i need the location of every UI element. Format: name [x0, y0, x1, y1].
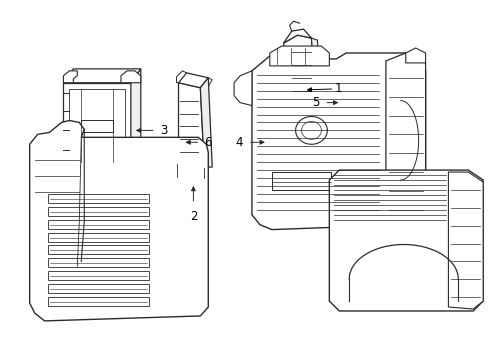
- Polygon shape: [121, 71, 141, 83]
- Polygon shape: [311, 38, 321, 100]
- Polygon shape: [283, 35, 315, 103]
- Polygon shape: [328, 170, 482, 311]
- Text: 2: 2: [189, 210, 197, 223]
- Polygon shape: [63, 83, 131, 168]
- Polygon shape: [176, 71, 186, 83]
- Polygon shape: [63, 160, 69, 168]
- Polygon shape: [63, 71, 77, 83]
- Polygon shape: [174, 162, 208, 182]
- Polygon shape: [269, 46, 328, 66]
- Text: 3: 3: [161, 124, 168, 137]
- Polygon shape: [131, 69, 141, 168]
- Polygon shape: [63, 69, 141, 83]
- Polygon shape: [81, 121, 113, 132]
- Text: 6: 6: [204, 136, 211, 149]
- Polygon shape: [285, 99, 319, 114]
- Text: 4: 4: [235, 136, 243, 149]
- Polygon shape: [200, 78, 212, 167]
- Polygon shape: [447, 172, 482, 309]
- Polygon shape: [178, 83, 204, 167]
- Polygon shape: [178, 73, 208, 88]
- Polygon shape: [283, 29, 311, 43]
- Polygon shape: [234, 71, 251, 105]
- Polygon shape: [405, 48, 425, 63]
- Text: 1: 1: [334, 82, 341, 95]
- Polygon shape: [385, 53, 425, 225]
- Polygon shape: [251, 53, 425, 230]
- Text: 5: 5: [311, 96, 319, 109]
- Polygon shape: [200, 78, 212, 90]
- Polygon shape: [30, 121, 208, 321]
